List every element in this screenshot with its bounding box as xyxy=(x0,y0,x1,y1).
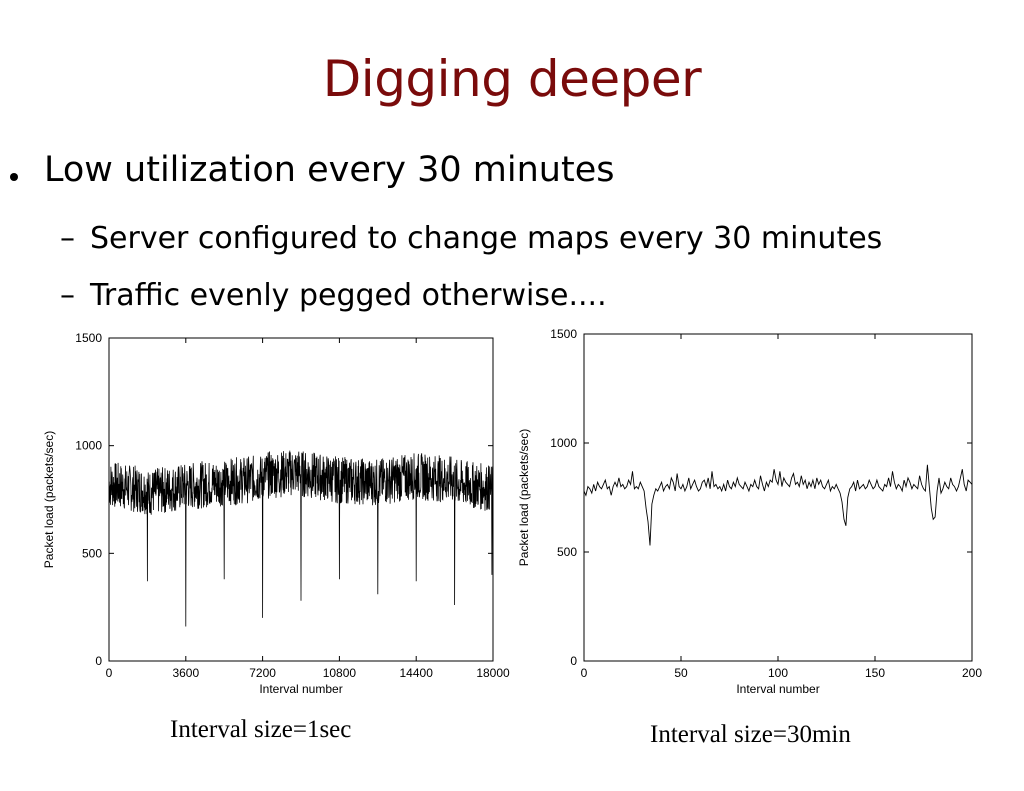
y-tick-label: 500 xyxy=(557,545,577,559)
x-axis-label: Interval number xyxy=(736,682,819,696)
x-tick-label: 7200 xyxy=(249,666,276,680)
bullet-dot-icon xyxy=(10,173,18,181)
x-tick-label: 18000 xyxy=(476,666,510,680)
y-axis-label: Packet load (packets/sec) xyxy=(517,429,531,566)
subbullet-2-text: Traffic evenly pegged otherwise.... xyxy=(90,278,607,313)
series-line xyxy=(583,464,973,546)
y-tick-label: 1000 xyxy=(75,439,102,453)
y-tick-label: 500 xyxy=(82,546,102,560)
slide-title: Digging deeper xyxy=(322,50,702,108)
x-axis-label: Interval number xyxy=(259,682,342,696)
x-tick-label: 0 xyxy=(581,666,588,680)
y-tick-label: 0 xyxy=(570,654,577,668)
y-tick-label: 1500 xyxy=(75,331,102,345)
x-tick-label: 50 xyxy=(674,666,688,680)
y-tick-label: 0 xyxy=(95,654,102,668)
x-tick-label: 100 xyxy=(768,666,788,680)
chart-30min-caption: Interval size=30min xyxy=(650,721,851,748)
x-tick-label: 10800 xyxy=(323,666,357,680)
y-tick-label: 1000 xyxy=(550,436,577,450)
dash-icon: – xyxy=(60,278,75,313)
bullet-main-text: Low utilization every 30 minutes xyxy=(44,150,615,190)
y-tick-label: 1500 xyxy=(550,327,577,341)
x-tick-label: 200 xyxy=(962,666,982,680)
x-tick-label: 14400 xyxy=(400,666,434,680)
x-tick-label: 3600 xyxy=(172,666,199,680)
dash-icon: – xyxy=(60,221,75,256)
chart-30min: 0 50 100 150 200 0 500 1000 1500 Interval number P… xyxy=(517,327,982,696)
subbullet-1-text: Server configured to change maps every 3… xyxy=(90,221,883,256)
series-line xyxy=(108,450,494,627)
y-axis-label: Packet load (packets/sec) xyxy=(42,431,56,568)
x-tick-label: 0 xyxy=(106,666,113,680)
chart-1sec: 0 3600 7200 10800 14400 18000 0 500 1000 1500 Inte… xyxy=(42,331,510,696)
x-tick-label: 150 xyxy=(865,666,885,680)
plot-frame xyxy=(583,333,973,662)
plot-frame xyxy=(108,337,494,662)
chart-1sec-caption: Interval size=1sec xyxy=(170,716,352,743)
